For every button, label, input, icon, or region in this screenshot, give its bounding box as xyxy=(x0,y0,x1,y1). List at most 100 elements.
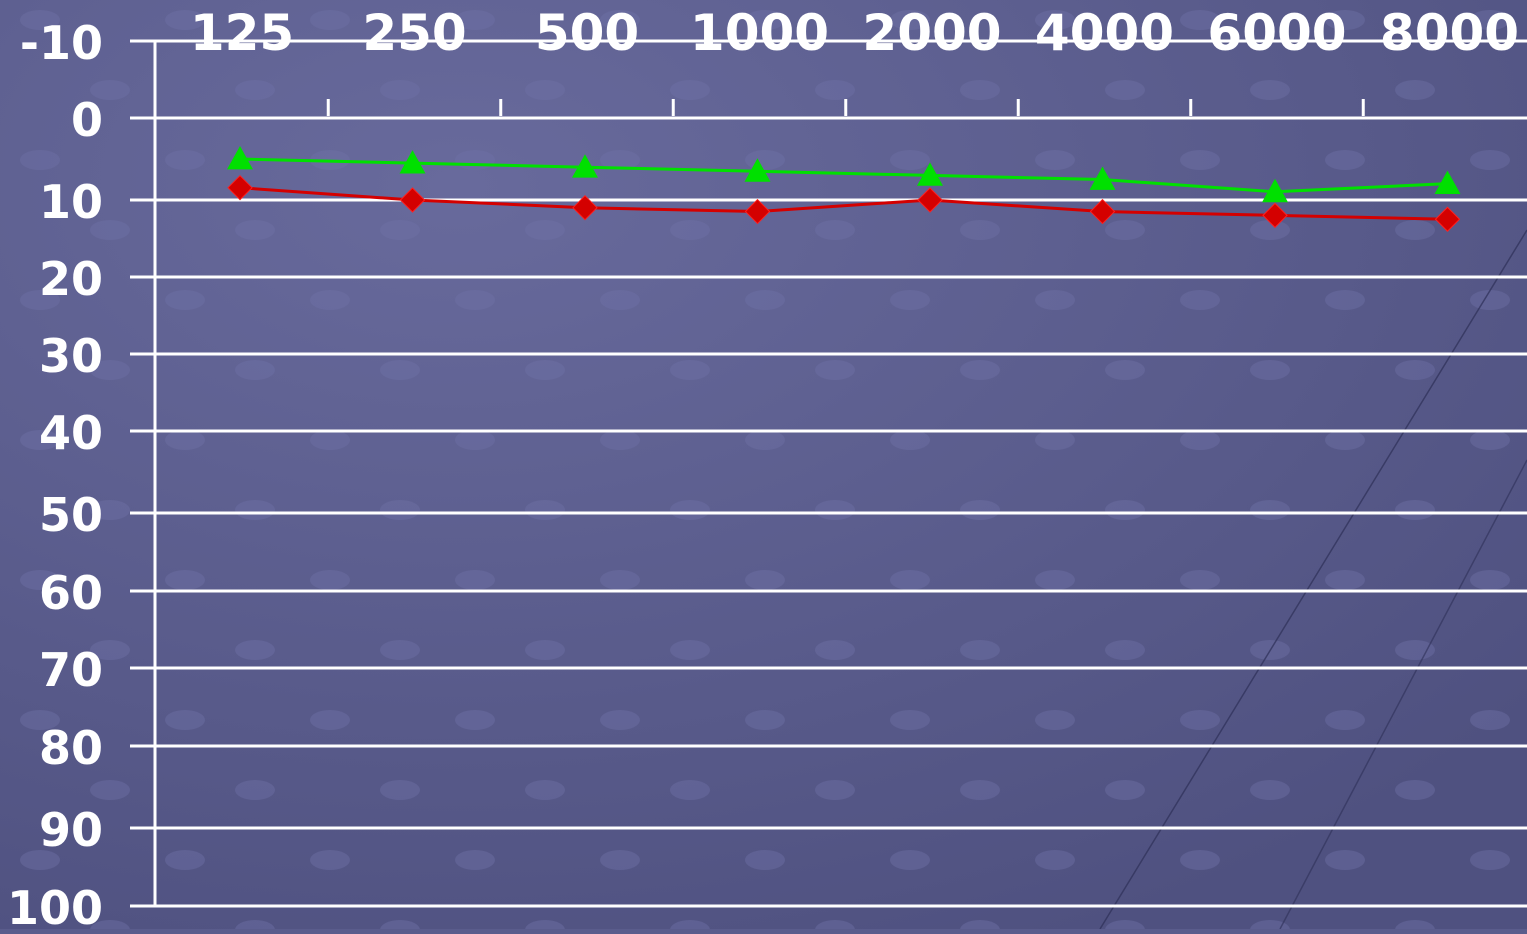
background-pattern xyxy=(20,10,1527,934)
background-dot xyxy=(90,220,130,240)
y-tick-label--10: -10 xyxy=(20,16,103,70)
x-tick-label-6000: 6000 xyxy=(1207,4,1346,62)
background-dot xyxy=(1105,360,1145,380)
y-tick-label-60: 60 xyxy=(39,566,103,620)
background-dot xyxy=(455,150,495,170)
background-dot xyxy=(1250,220,1290,240)
series-2-point-250 xyxy=(399,187,426,213)
background-dot xyxy=(165,150,205,170)
y-tick-label-20: 20 xyxy=(39,252,103,306)
background-dot xyxy=(235,500,275,520)
background-dot xyxy=(600,570,640,590)
background-dot xyxy=(455,710,495,730)
background-dot xyxy=(600,10,640,30)
background-dot xyxy=(1325,850,1365,870)
series-2-point-125 xyxy=(227,174,253,201)
background-dot xyxy=(815,640,855,660)
background-dot xyxy=(455,850,495,870)
y-tick-label-80: 80 xyxy=(39,721,103,775)
background-dot xyxy=(20,710,60,730)
background-dot xyxy=(960,500,1000,520)
y-tick-label-10: 10 xyxy=(39,175,103,229)
background-dot xyxy=(1250,360,1290,380)
background-dot xyxy=(380,80,420,100)
series-2-point-500 xyxy=(572,194,598,221)
background-dot xyxy=(310,290,350,310)
background-dot xyxy=(525,360,565,380)
background-dot xyxy=(670,80,710,100)
background-dot xyxy=(310,10,350,30)
background-dot xyxy=(1105,780,1145,800)
background-dot xyxy=(960,780,1000,800)
background-dot xyxy=(1325,430,1365,450)
x-tick-label-1000: 1000 xyxy=(690,4,829,62)
background-dot xyxy=(1180,10,1220,30)
background-dot xyxy=(1180,710,1220,730)
background-dot xyxy=(1470,430,1510,450)
background-dot xyxy=(600,710,640,730)
background-dot xyxy=(235,780,275,800)
x-tick-label-8000: 8000 xyxy=(1380,4,1519,62)
background-dot xyxy=(1470,570,1510,590)
series-1-point-4000 xyxy=(1089,166,1116,190)
x-tick-label-2000: 2000 xyxy=(862,4,1001,62)
background-dot xyxy=(1035,10,1075,30)
background-dot xyxy=(745,10,785,30)
background-dot xyxy=(960,360,1000,380)
series-1-point-6000 xyxy=(1262,178,1288,203)
series-markers xyxy=(227,146,1461,232)
background-dot xyxy=(1395,360,1435,380)
background-dot xyxy=(1470,290,1510,310)
background-dot xyxy=(1395,640,1435,660)
y-tick-label-40: 40 xyxy=(39,406,103,460)
background-dot xyxy=(1035,290,1075,310)
background-dot xyxy=(1395,780,1435,800)
background-dot xyxy=(600,850,640,870)
background-dot xyxy=(1035,150,1075,170)
background-dot xyxy=(745,570,785,590)
background-dot xyxy=(20,10,60,30)
axes xyxy=(153,41,1365,906)
background-dot xyxy=(310,710,350,730)
background-dot xyxy=(165,710,205,730)
x-tick-label-500: 500 xyxy=(535,4,639,62)
background-dot xyxy=(1395,500,1435,520)
series-2-point-1000 xyxy=(744,198,771,225)
background-dot xyxy=(890,290,930,310)
background-dot xyxy=(380,780,420,800)
background-dot xyxy=(1325,710,1365,730)
gridlines xyxy=(130,39,1527,908)
background-dot xyxy=(525,80,565,100)
background-dot xyxy=(670,640,710,660)
background-dot xyxy=(165,10,205,30)
background-dot xyxy=(1105,500,1145,520)
background-dot xyxy=(380,640,420,660)
background-dot xyxy=(525,500,565,520)
background-dot xyxy=(745,150,785,170)
background-dot xyxy=(1325,10,1365,30)
y-tick-label-100: 100 xyxy=(7,881,103,929)
background-dot xyxy=(310,430,350,450)
background-dot xyxy=(1470,10,1510,30)
background-dot xyxy=(455,430,495,450)
background-dot xyxy=(1325,570,1365,590)
background-dot xyxy=(90,80,130,100)
background-dot xyxy=(1180,850,1220,870)
background-dot xyxy=(525,780,565,800)
background-dot xyxy=(1180,290,1220,310)
background-dot xyxy=(1395,220,1435,240)
series-2-point-6000 xyxy=(1262,202,1288,229)
y-tick-label-0: 0 xyxy=(71,93,103,147)
background-dot xyxy=(1035,570,1075,590)
series-line-1 xyxy=(239,157,1448,194)
background-dot xyxy=(380,360,420,380)
background-dot xyxy=(235,220,275,240)
background-dot xyxy=(1035,430,1075,450)
background-dot xyxy=(890,570,930,590)
series-1-point-250 xyxy=(399,150,426,174)
background-dot xyxy=(235,80,275,100)
background-dot xyxy=(890,850,930,870)
background-dot xyxy=(20,150,60,170)
